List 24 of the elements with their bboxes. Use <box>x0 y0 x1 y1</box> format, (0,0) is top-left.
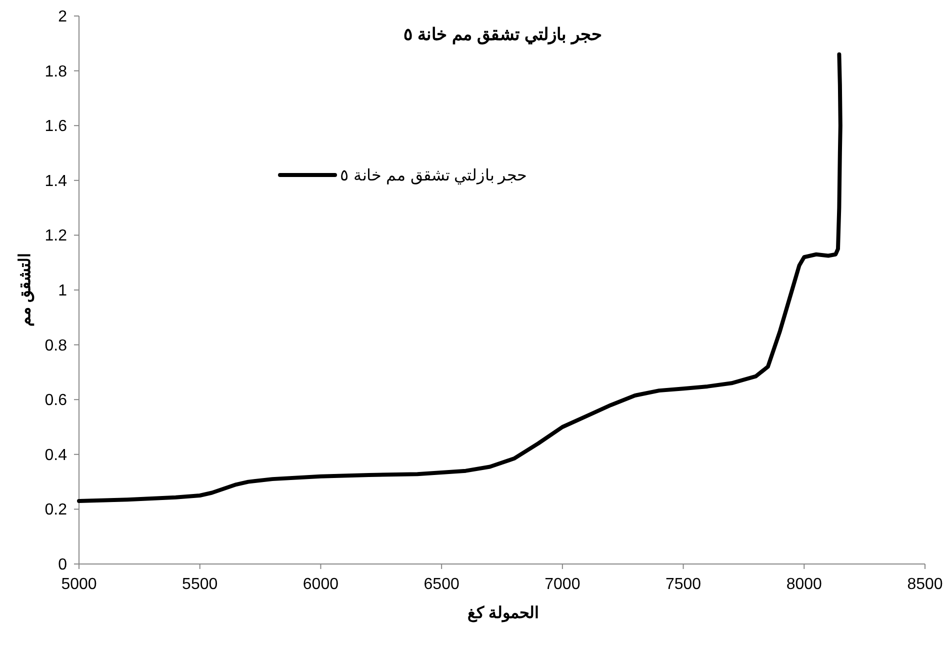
y-tick-label: 0.2 <box>44 502 68 519</box>
y-tick-label: 0.4 <box>44 446 68 464</box>
y-tick-label: 0.6 <box>44 392 68 410</box>
x-tick-label: 6500 <box>424 576 460 593</box>
x-tick-label: 6000 <box>302 576 339 593</box>
x-tick-label: 7000 <box>544 576 580 593</box>
y-tick-label: 1 <box>58 282 68 300</box>
x-tick-label: 7500 <box>665 576 702 593</box>
y-axis-title: التشقق مم <box>17 253 35 327</box>
x-tick-label: 8000 <box>786 576 822 593</box>
text: حجر بازلتي تشقق مم خانة ٥ <box>404 25 602 45</box>
y-tick-label: 1.2 <box>44 228 68 245</box>
y-tick-label: 2 <box>58 8 68 26</box>
y-tick-label: 1.4 <box>44 172 68 190</box>
x-tick-label: 5000 <box>61 576 97 593</box>
y-tick-label: 1.8 <box>44 63 68 80</box>
y-tick-label: 0.8 <box>44 337 68 354</box>
y-tick-label: 0 <box>58 556 68 574</box>
x-tick-label: 5500 <box>182 576 218 593</box>
x-axis-title: الحمولة كغ <box>467 605 539 623</box>
line-series <box>77 52 842 503</box>
x-tick-label: 8500 <box>907 576 943 593</box>
legend-label: حجر بازلتي تشقق مم خانة ٥ <box>340 168 528 184</box>
y-tick-label: 1.6 <box>44 118 68 136</box>
